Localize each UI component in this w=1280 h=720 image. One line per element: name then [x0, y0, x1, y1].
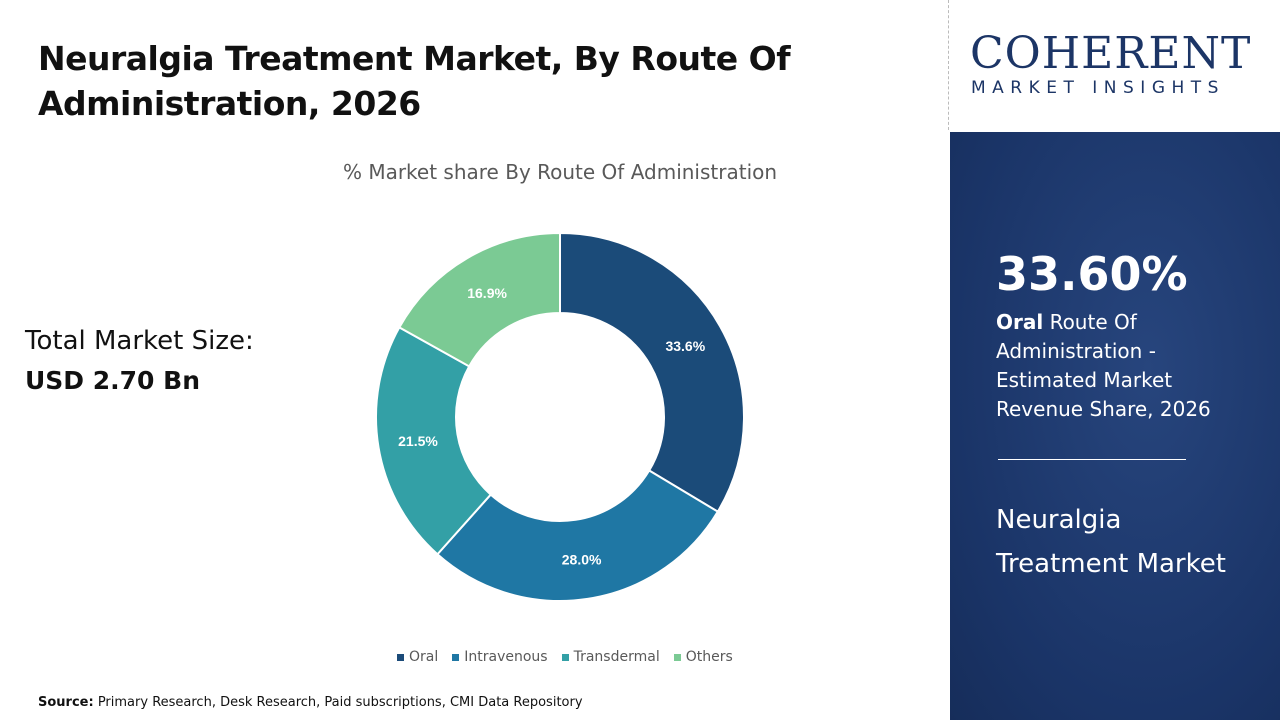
legend-label: Oral	[409, 649, 439, 665]
data-label: 28.0%	[562, 551, 602, 567]
source-label: Source:	[38, 695, 94, 710]
divider	[948, 0, 949, 130]
kpi-value: 33.60%	[996, 247, 1188, 301]
legend-swatch	[397, 653, 404, 661]
legend-swatch	[561, 653, 569, 661]
legend-item-intravenous: Intravenous	[452, 649, 548, 665]
donut-chart: 33.6% 28.0% 21.5% 16.9%	[375, 231, 745, 602]
page-title: Neuralgia Treatment Market, By Route Of …	[38, 39, 791, 123]
total-market-value: USD 2.70 Bn	[25, 366, 200, 395]
slice-oral	[559, 231, 745, 514]
market-name: Neuralgia Treatment Market	[996, 505, 1226, 579]
kpi-desc-text: Route Of Administration - Estimated Mark…	[996, 310, 1211, 421]
chart-title: % Market share By Route Of Administratio…	[342, 160, 778, 184]
data-label: 33.6%	[665, 338, 705, 354]
kpi-segment: Oral	[996, 310, 1044, 334]
legend: Oral Intravenous Transdermal Others	[397, 649, 733, 665]
legend-item-oral: Oral	[397, 649, 438, 665]
logo: COHERENT MARKET INSIGHTS	[950, 0, 1280, 132]
slice-others	[397, 231, 561, 368]
legend-item-others: Others	[673, 649, 733, 665]
legend-swatch	[673, 653, 681, 661]
source-text: Primary Research, Desk Research, Paid su…	[93, 695, 583, 710]
legend-label: Intravenous	[464, 649, 548, 665]
slice-intravenous	[436, 469, 720, 602]
logo-text: COHERENT	[970, 28, 1252, 79]
slice-transdermal	[375, 325, 493, 556]
legend-label: Transdermal	[573, 649, 660, 665]
legend-label: Others	[685, 649, 733, 665]
divider	[998, 459, 1186, 460]
logo-subtext: MARKET INSIGHTS	[971, 78, 1225, 98]
source-note: Source: Primary Research, Desk Research,…	[38, 695, 583, 710]
total-market-label: Total Market Size:	[25, 326, 254, 356]
data-label: 16.9%	[467, 285, 507, 301]
kpi-description: Oral Route Of Administration - Estimated…	[996, 308, 1236, 424]
highlight-panel: 33.60% Oral Route Of Administration - Es…	[950, 132, 1280, 720]
data-label: 21.5%	[398, 433, 438, 449]
legend-swatch	[452, 653, 460, 661]
legend-item-transdermal: Transdermal	[561, 649, 660, 665]
